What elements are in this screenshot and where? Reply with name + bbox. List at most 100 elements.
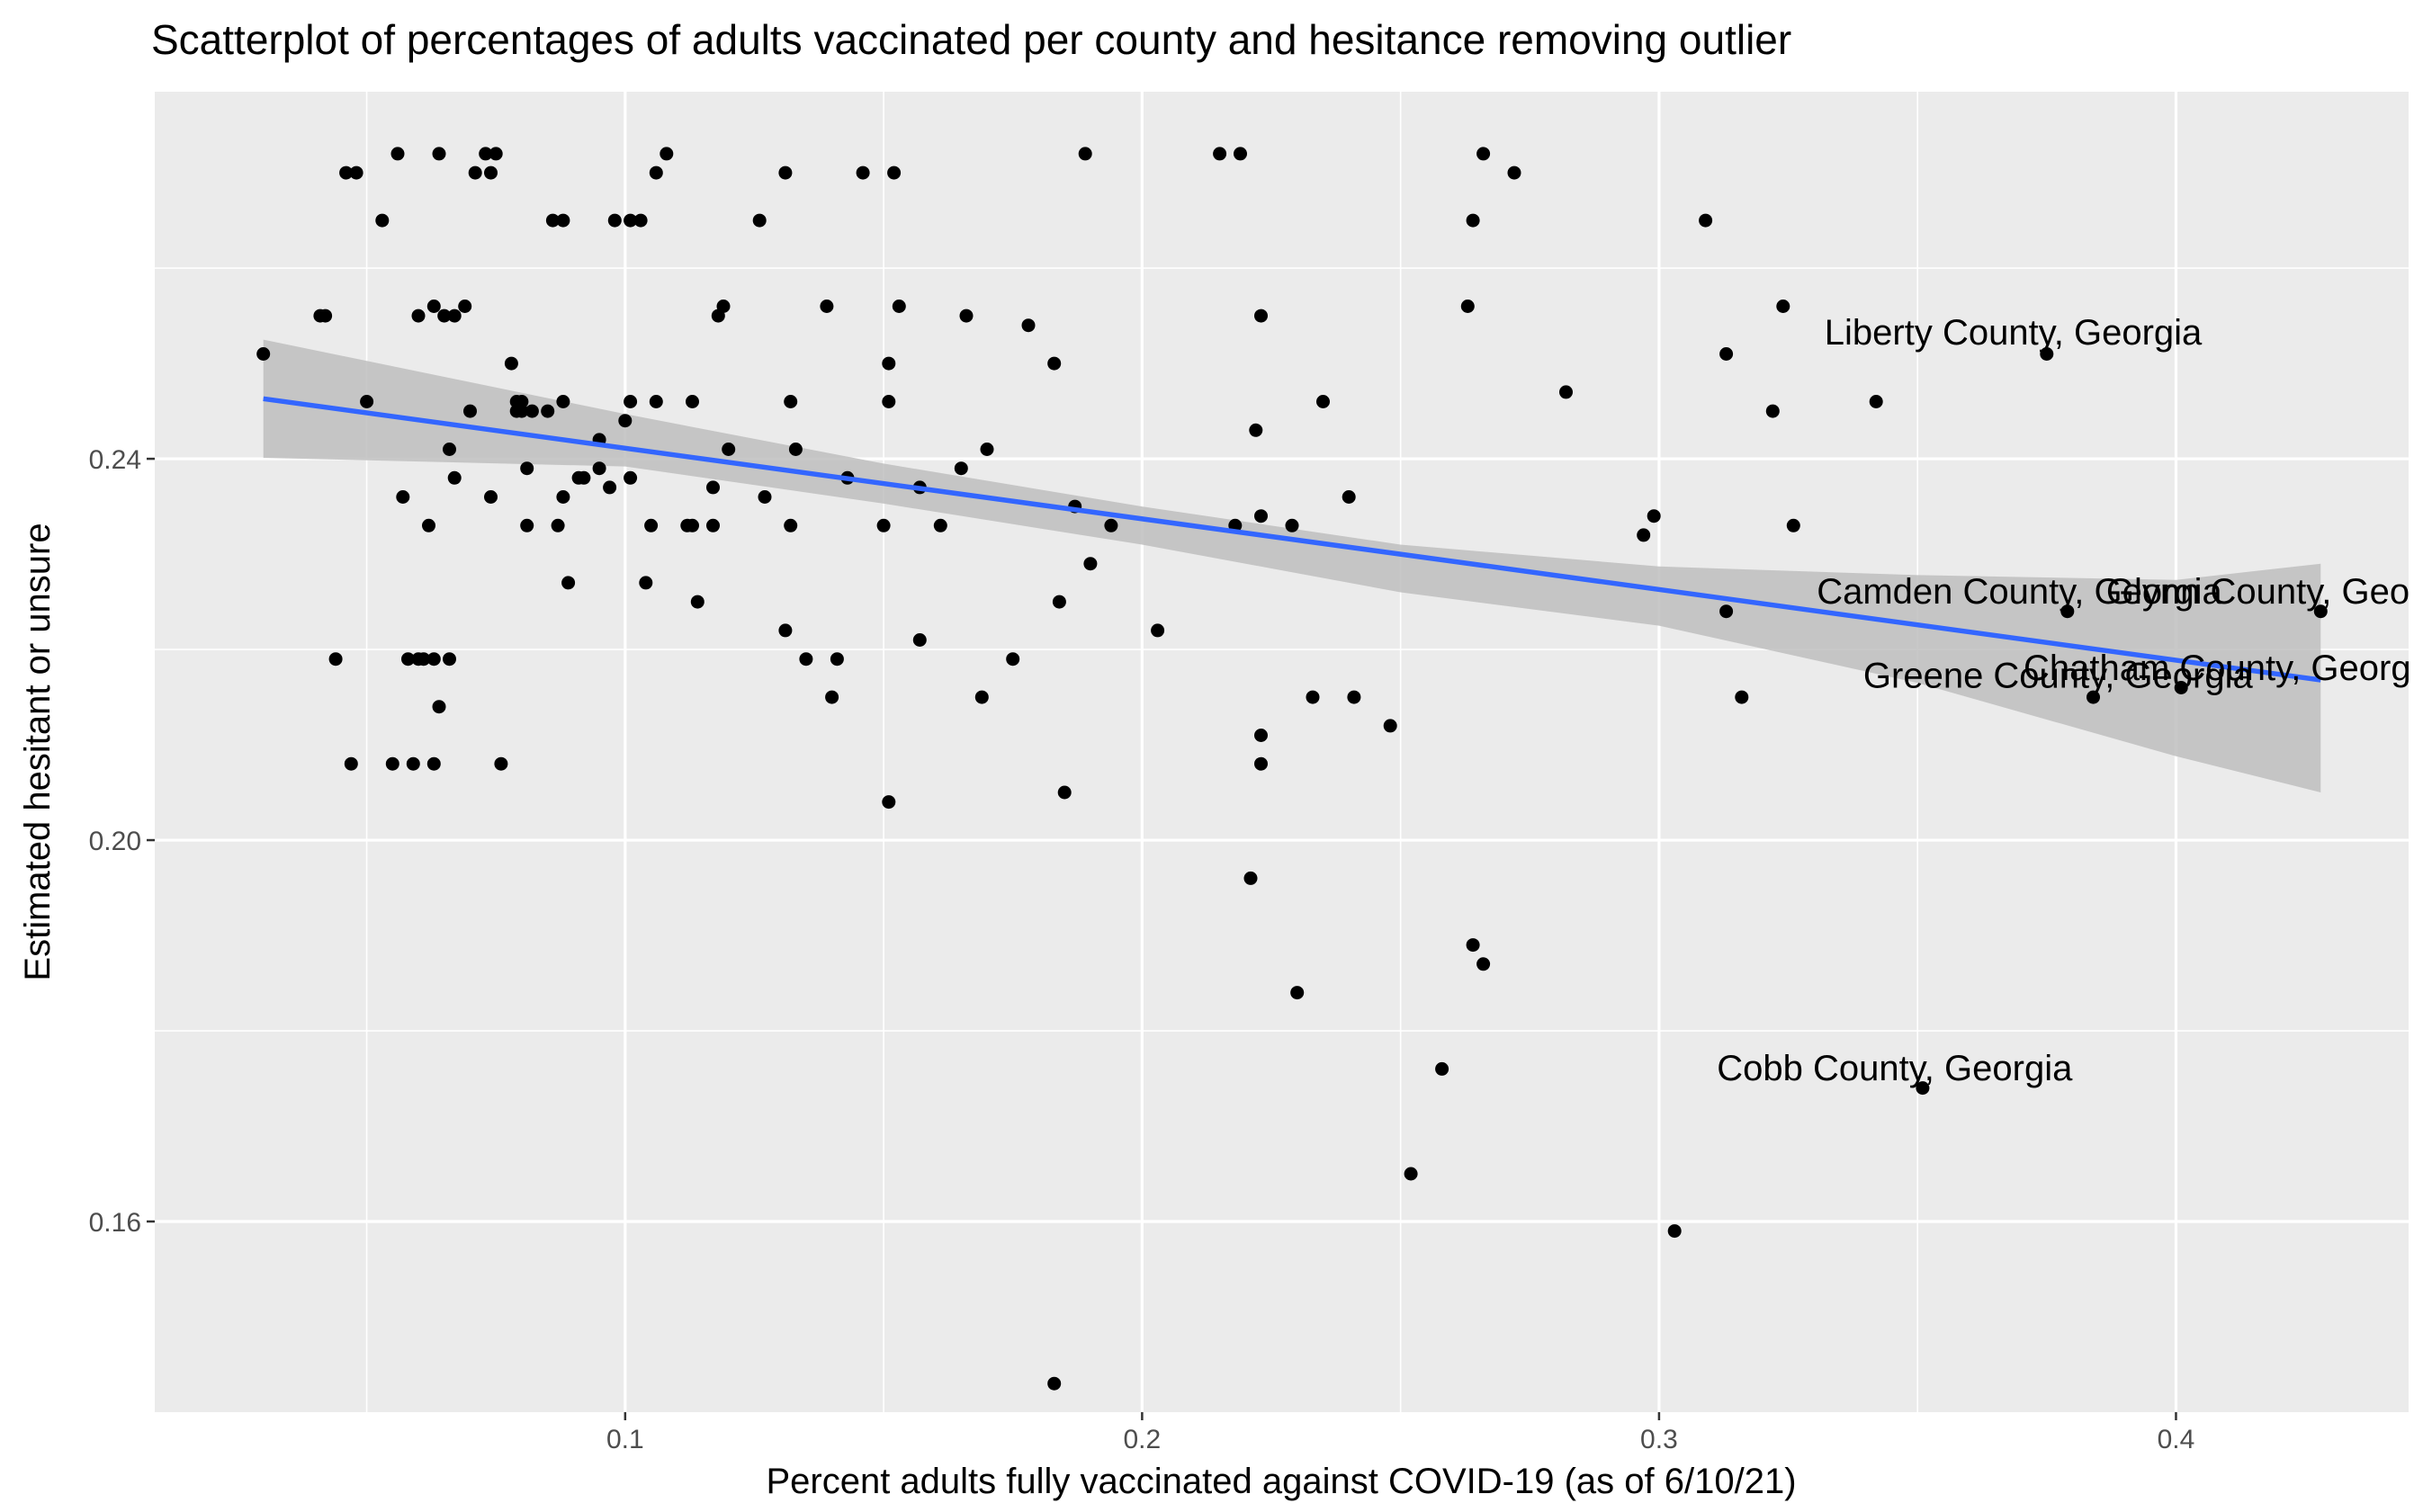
plot-panel [155, 92, 2409, 1412]
data-point [360, 395, 374, 408]
point-labels-layer: Liberty County, Georgia Camden County, Ge… [1717, 313, 2423, 1088]
data-point [1151, 623, 1165, 638]
data-point [624, 470, 638, 485]
county-label: Chatham County, Georgia [2024, 649, 2423, 688]
data-point [830, 652, 844, 667]
data-point [468, 166, 482, 180]
county-label: Glynn County, Georgia [2106, 572, 2423, 612]
data-point [515, 404, 529, 418]
chart-title: Scatterplot of percentages of adults vac… [151, 16, 1791, 63]
data-point [1213, 147, 1227, 161]
data-point [1306, 690, 1320, 704]
data-point [974, 690, 989, 704]
data-point [820, 300, 834, 313]
data-point [479, 147, 493, 161]
county-label: Camden County, Georgia [1817, 572, 2222, 612]
data-point [1869, 395, 1883, 408]
x-tick-label: 0.1 [606, 1425, 644, 1454]
county-label: Liberty County, Georgia [1825, 313, 2203, 353]
data-point [1006, 652, 1020, 667]
data-point [876, 518, 891, 532]
data-point [396, 490, 410, 504]
data-point [1460, 300, 1475, 313]
data-point [426, 756, 441, 771]
data-point [411, 309, 426, 323]
data-point [1699, 213, 1713, 228]
data-point [2313, 604, 2328, 619]
data-point [959, 309, 974, 323]
data-point [1254, 729, 1268, 742]
data-point [375, 213, 390, 228]
data-point [256, 347, 271, 361]
data-point [1916, 1081, 1930, 1096]
data-point [649, 395, 663, 408]
data-point [1776, 300, 1790, 313]
data-point [577, 470, 591, 485]
data-point [1254, 509, 1268, 523]
data-point [2086, 690, 2100, 704]
data-point [980, 443, 994, 456]
data-point [1765, 404, 1780, 418]
data-point [778, 166, 793, 180]
data-point [649, 166, 663, 180]
y-axis-title: Estimated hesitant or unsure [18, 523, 58, 980]
data-point [799, 652, 813, 667]
data-point [426, 300, 441, 313]
x-tick-label: 0.2 [1124, 1425, 1162, 1454]
regression-line [263, 396, 2321, 683]
y-tick-label: 0.16 [89, 1208, 141, 1238]
data-point [1083, 557, 1098, 571]
data-point [758, 490, 772, 504]
data-point [556, 395, 570, 408]
data-point [618, 414, 633, 428]
data-point [1234, 147, 1247, 161]
data-point [541, 404, 555, 418]
x-tick-label: 0.4 [2158, 1425, 2195, 1454]
points-layer [256, 147, 2328, 1391]
data-point [788, 443, 803, 456]
data-point [520, 518, 534, 532]
data-point [1647, 509, 1661, 523]
data-point [1243, 871, 1258, 885]
confidence-band-layer [263, 339, 2321, 792]
data-point [592, 461, 606, 476]
data-point [1047, 356, 1062, 371]
data-point [633, 213, 648, 228]
data-point [443, 652, 456, 667]
data-point [463, 404, 477, 418]
county-label: Greene County, Georgia [1863, 657, 2254, 696]
data-point [417, 652, 431, 667]
data-point [1104, 518, 1118, 532]
regression-line-layer [263, 396, 2321, 683]
data-point [856, 166, 870, 180]
data-point [752, 213, 767, 228]
data-point [385, 756, 399, 771]
data-point [1342, 490, 1356, 504]
data-point [624, 213, 638, 228]
data-point [2040, 347, 2054, 361]
data-point [1316, 395, 1330, 408]
grid-minor [155, 92, 2409, 1412]
data-point [882, 795, 896, 810]
data-point [882, 395, 896, 408]
data-point [624, 395, 638, 408]
data-point [328, 652, 343, 667]
data-point [690, 595, 704, 609]
data-point [1078, 147, 1092, 161]
data-point [706, 518, 720, 532]
data-point [1719, 347, 1734, 361]
data-point [556, 213, 570, 228]
data-point [887, 166, 902, 180]
data-point [1057, 785, 1072, 800]
data-point [639, 576, 653, 590]
data-point [344, 756, 358, 771]
data-point [458, 300, 472, 313]
data-point [525, 404, 539, 418]
data-point [784, 518, 798, 532]
data-point [390, 147, 405, 161]
data-point [447, 309, 462, 323]
data-point [892, 300, 906, 313]
data-point [437, 309, 452, 323]
data-point [319, 309, 333, 323]
data-point [686, 395, 699, 408]
